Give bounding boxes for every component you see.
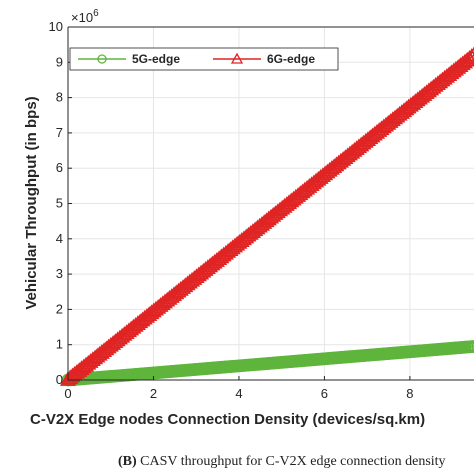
x-tick-label: 2 [150, 386, 157, 401]
y-tick-label: 10 [49, 19, 63, 34]
axes [67, 26, 474, 381]
y-multiplier-base: ×10 [71, 10, 93, 25]
y-multiplier-label: ×106 [71, 8, 99, 25]
marker-5g-edge [467, 340, 474, 353]
x-tick-label: 6 [321, 386, 328, 401]
figure-caption: (B) CASV throughput for C-V2X edge conne… [118, 454, 446, 470]
y-tick-label: 4 [56, 231, 63, 246]
legend-label-6g-edge: 6G-edge [267, 52, 315, 66]
y-axis-label: Vehicular Throughput (in bps) [23, 96, 40, 309]
series-layer [59, 46, 474, 387]
y-tick-label: 2 [56, 301, 63, 316]
caption-label: (B) [118, 454, 137, 469]
series-markers-6g-edge [59, 46, 474, 386]
y-tick-label: 5 [56, 196, 63, 211]
y-tick-label: 1 [56, 337, 63, 352]
legend-marker-6g-edge [230, 52, 244, 64]
marker-6g-edge [463, 48, 474, 63]
y-multiplier-exponent: 6 [93, 8, 99, 19]
legend-label-5g-edge: 5G-edge [132, 52, 180, 66]
y-tick-label: 9 [56, 54, 63, 69]
y-tick-label: 7 [56, 125, 63, 140]
marker-6g-edge [465, 46, 474, 62]
x-tick-label: 4 [235, 386, 242, 401]
y-tick-label: 3 [56, 266, 63, 281]
marker-6g-edge [461, 49, 474, 65]
legend: 5G-edge 6G-edge [69, 47, 339, 71]
y-tick-label: 6 [56, 160, 63, 175]
legend-box [69, 47, 339, 71]
x-tick-label: 0 [64, 386, 71, 401]
tick-labels: 0 2 4 6 8 0 1 2 3 4 5 6 7 8 9 10 [49, 19, 414, 401]
y-tick-label: 0 [56, 372, 63, 387]
series-line-5g-edge [67, 345, 474, 381]
caption-text: CASV throughput for C-V2X edge connectio… [136, 454, 446, 469]
y-tick-label: 8 [56, 90, 63, 105]
x-tick-label: 8 [406, 386, 413, 401]
x-axis-label: C-V2X Edge nodes Connection Density (dev… [30, 411, 425, 428]
legend-marker-5g-edge [97, 54, 107, 64]
